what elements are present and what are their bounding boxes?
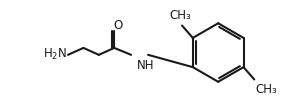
Text: CH₃: CH₃ — [170, 9, 192, 22]
Text: NH: NH — [136, 59, 154, 72]
Text: H$_2$N: H$_2$N — [43, 47, 67, 62]
Text: CH₃: CH₃ — [256, 83, 278, 96]
Text: O: O — [113, 19, 123, 32]
